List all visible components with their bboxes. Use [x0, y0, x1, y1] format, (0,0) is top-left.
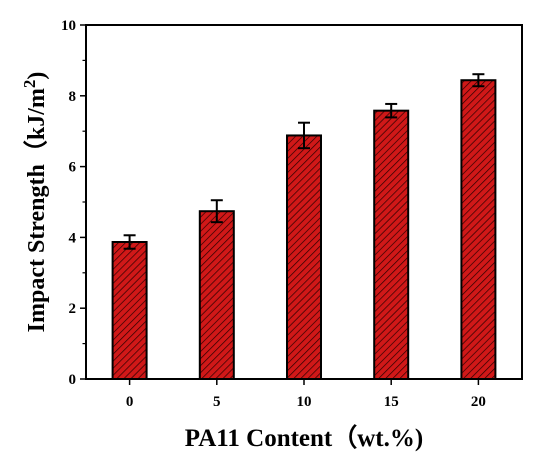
y-tick-label-8: 8 [69, 89, 77, 105]
x-axis-title: PA11 Content（wt.%) [185, 423, 423, 452]
error-bars-group [123, 73, 485, 250]
y-tick-label-2: 2 [69, 301, 77, 317]
y-tick-label-6: 6 [69, 160, 77, 176]
x-tick-label-20: 20 [471, 394, 486, 410]
y-tick-label-0: 0 [69, 372, 77, 388]
bar-15 [373, 109, 410, 380]
x-tick-label-5: 5 [213, 394, 221, 410]
y-axis-title: Impact Strength（kJ/m2) [20, 72, 51, 333]
y-tick-label-4: 4 [69, 230, 77, 246]
x-axis: 0 5 10 15 20 [126, 379, 486, 410]
bar-10 [286, 134, 322, 380]
bar-0 [111, 241, 148, 380]
x-tick-label-10: 10 [297, 394, 312, 410]
x-tick-label-15: 15 [384, 394, 399, 410]
y-tick-label-10: 10 [61, 18, 76, 34]
y-axis: 0 2 4 6 8 10 [61, 18, 86, 388]
x-tick-label-0: 0 [126, 394, 134, 410]
bar-20 [460, 79, 497, 380]
bar-5 [198, 210, 235, 380]
